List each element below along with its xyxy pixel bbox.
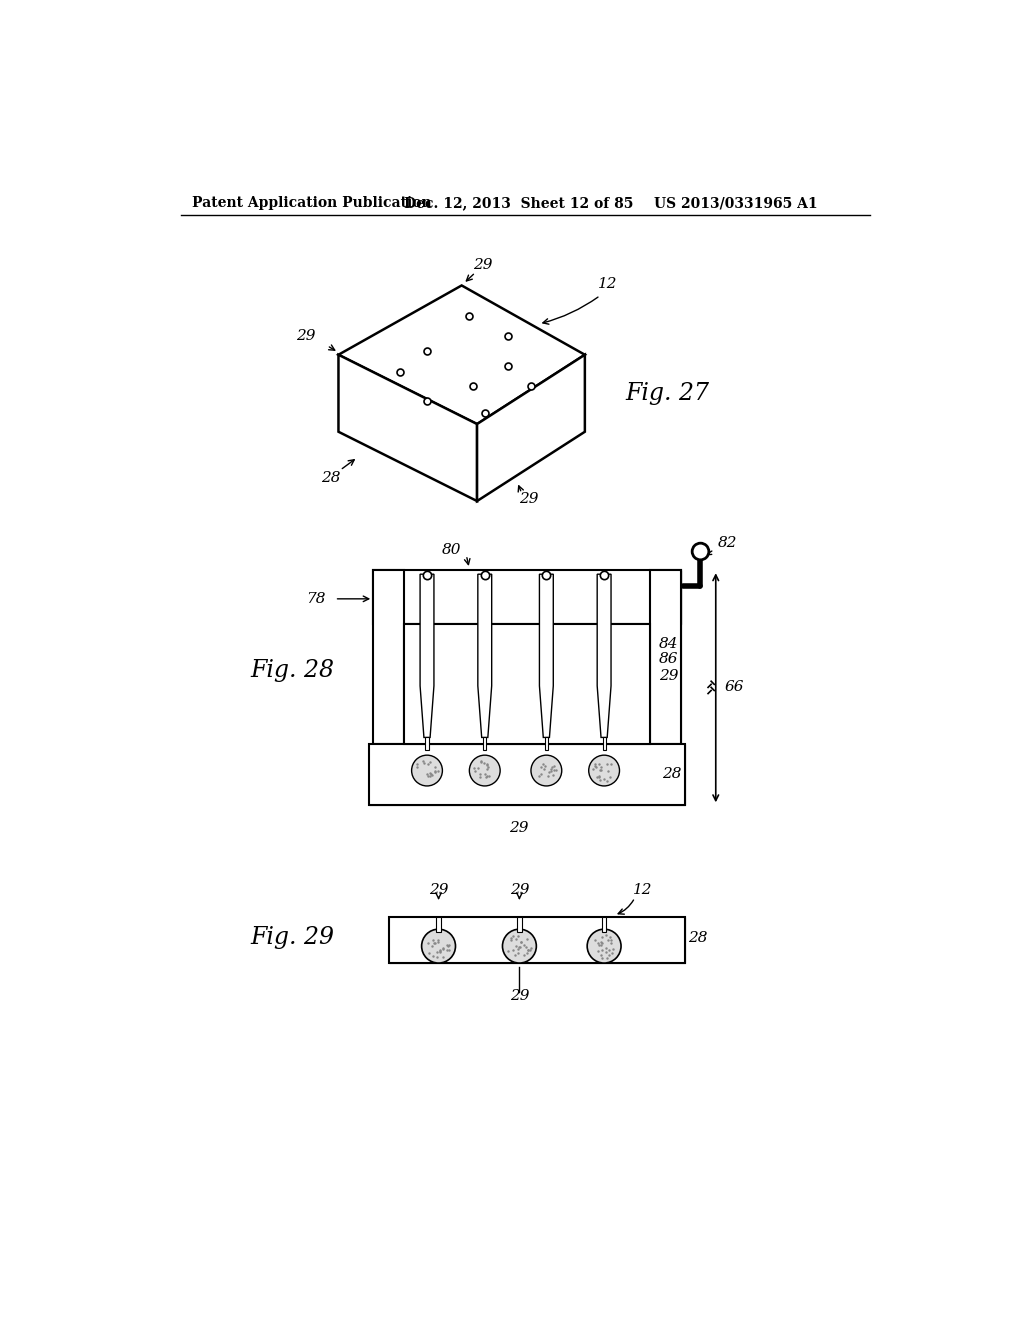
Bar xyxy=(602,917,606,932)
Bar xyxy=(517,917,521,932)
Bar xyxy=(388,917,685,964)
Text: Fig. 29: Fig. 29 xyxy=(250,927,334,949)
Text: 12: 12 xyxy=(598,277,617,290)
Circle shape xyxy=(412,755,442,785)
Bar xyxy=(483,738,486,750)
Text: Dec. 12, 2013  Sheet 12 of 85: Dec. 12, 2013 Sheet 12 of 85 xyxy=(403,197,633,210)
Polygon shape xyxy=(540,574,553,738)
Bar xyxy=(388,917,685,964)
Text: 82: 82 xyxy=(717,536,737,550)
Polygon shape xyxy=(477,355,585,502)
Text: 66: 66 xyxy=(725,680,744,694)
Text: 29: 29 xyxy=(509,821,528,836)
Polygon shape xyxy=(339,355,477,502)
Text: 28: 28 xyxy=(688,931,708,945)
Text: 80: 80 xyxy=(442,543,462,557)
Text: US 2013/0331965 A1: US 2013/0331965 A1 xyxy=(654,197,818,210)
Text: 12: 12 xyxy=(633,883,652,896)
Bar xyxy=(403,624,650,743)
Text: 28: 28 xyxy=(662,767,681,781)
Text: Fig. 28: Fig. 28 xyxy=(250,659,334,682)
Text: 29: 29 xyxy=(658,669,678,682)
Circle shape xyxy=(503,929,537,964)
Circle shape xyxy=(589,755,620,785)
Circle shape xyxy=(587,929,621,964)
Bar xyxy=(602,738,605,750)
Text: 29: 29 xyxy=(510,883,529,896)
Polygon shape xyxy=(420,574,434,738)
Bar xyxy=(436,917,441,932)
Polygon shape xyxy=(597,574,611,738)
Text: 29: 29 xyxy=(519,492,539,506)
Bar xyxy=(370,743,685,805)
Text: 78: 78 xyxy=(306,591,326,606)
Bar xyxy=(373,570,681,624)
Circle shape xyxy=(422,929,456,964)
Bar xyxy=(373,570,403,743)
Polygon shape xyxy=(478,574,492,738)
Text: 29: 29 xyxy=(296,329,315,342)
Circle shape xyxy=(531,755,562,785)
Bar xyxy=(545,738,548,750)
Text: Patent Application Publication: Patent Application Publication xyxy=(193,197,432,210)
Text: 29: 29 xyxy=(429,883,449,896)
Bar xyxy=(425,738,429,750)
Polygon shape xyxy=(339,285,585,424)
Text: 28: 28 xyxy=(322,471,341,484)
Bar xyxy=(650,570,681,743)
Bar xyxy=(373,570,681,624)
Text: 29: 29 xyxy=(510,989,529,1003)
Bar xyxy=(370,743,685,805)
Bar xyxy=(373,570,403,743)
Bar xyxy=(650,570,681,743)
Text: 84: 84 xyxy=(658,636,678,651)
Text: Fig. 27: Fig. 27 xyxy=(626,381,710,405)
Text: 86: 86 xyxy=(658,652,678,665)
Text: 29: 29 xyxy=(473,257,493,272)
Circle shape xyxy=(469,755,500,785)
